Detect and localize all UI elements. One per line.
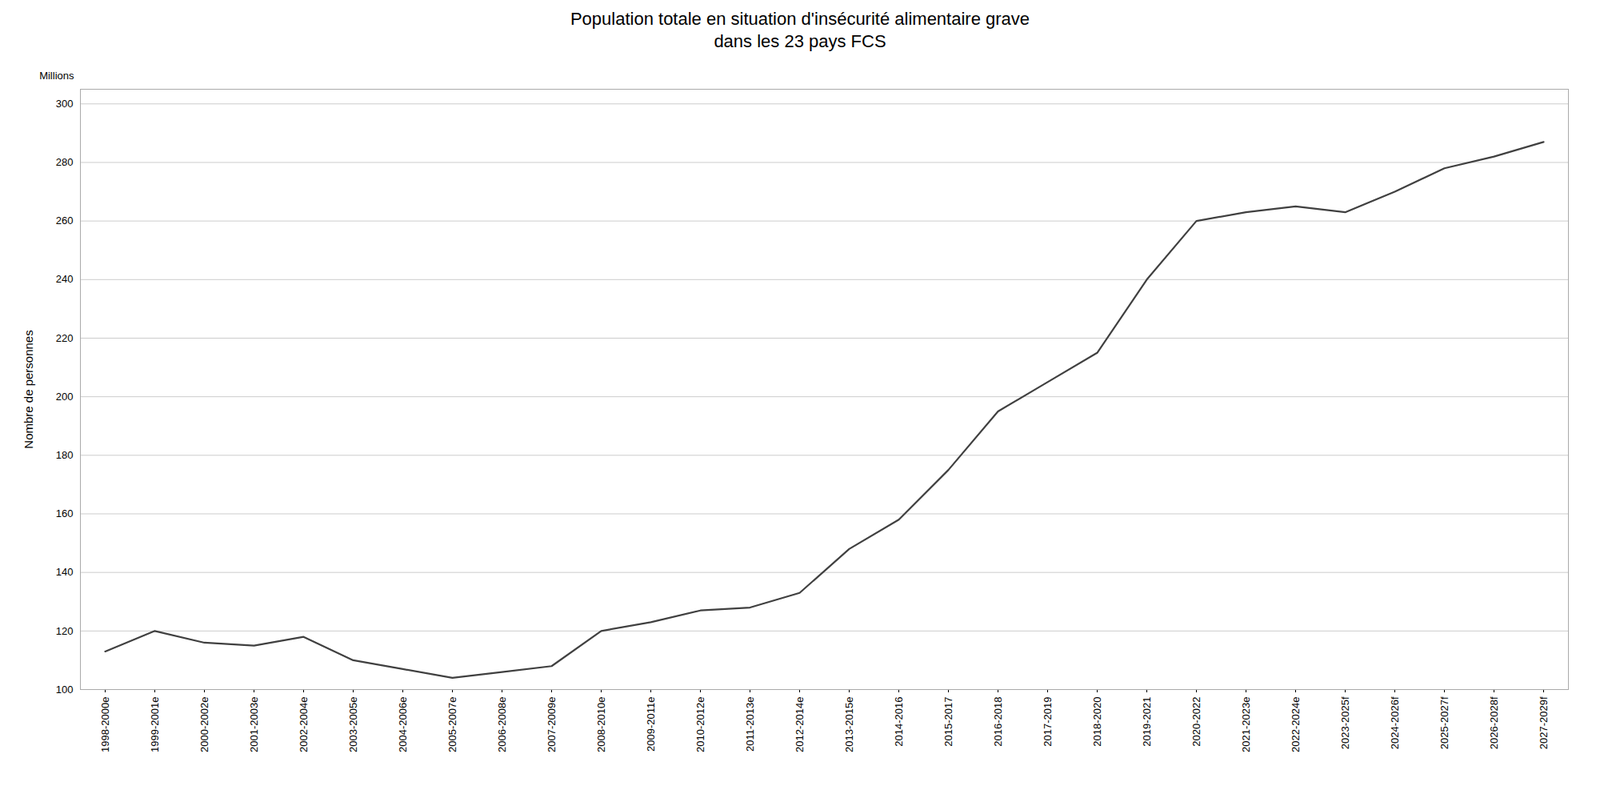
svg-text:2020-2022: 2020-2022: [1190, 696, 1203, 747]
svg-text:2026-2028f: 2026-2028f: [1488, 696, 1500, 749]
svg-text:Nombre de personnes: Nombre de personnes: [21, 329, 36, 448]
svg-text:2004-2006e: 2004-2006e: [396, 696, 409, 752]
svg-text:300: 300: [56, 97, 74, 110]
svg-text:2007-2009e: 2007-2009e: [545, 696, 558, 752]
svg-text:160: 160: [56, 507, 74, 520]
svg-text:2008-2010e: 2008-2010e: [595, 696, 608, 752]
svg-text:2002-2004e: 2002-2004e: [297, 696, 310, 752]
svg-text:2010-2012e: 2010-2012e: [694, 696, 707, 752]
svg-text:2005-2007e: 2005-2007e: [446, 696, 459, 752]
svg-text:Millions: Millions: [39, 69, 75, 82]
svg-text:2025-2027f: 2025-2027f: [1438, 696, 1451, 749]
svg-text:220: 220: [56, 332, 74, 344]
svg-text:2023-2025f: 2023-2025f: [1339, 696, 1352, 749]
svg-text:2014-2016: 2014-2016: [892, 696, 905, 747]
svg-text:2012-2014e: 2012-2014e: [793, 696, 806, 752]
svg-text:2019-2021: 2019-2021: [1140, 696, 1153, 747]
svg-text:2006-2008e: 2006-2008e: [496, 696, 508, 752]
svg-text:140: 140: [56, 565, 74, 578]
svg-text:2011-2013e: 2011-2013e: [744, 696, 756, 752]
svg-text:2021-2023e: 2021-2023e: [1240, 696, 1252, 752]
svg-text:2000-2002e: 2000-2002e: [198, 696, 211, 752]
svg-text:2013-2015e: 2013-2015e: [843, 696, 856, 752]
svg-text:1998-2000e: 1998-2000e: [99, 696, 112, 752]
svg-text:2001-2003e: 2001-2003e: [248, 696, 260, 752]
svg-text:2018-2020: 2018-2020: [1091, 696, 1104, 747]
svg-text:2022-2024e: 2022-2024e: [1289, 696, 1302, 752]
svg-text:2009-2011e: 2009-2011e: [644, 696, 657, 752]
svg-text:2015-2017: 2015-2017: [942, 696, 955, 747]
svg-text:2016-2018: 2016-2018: [992, 696, 1004, 747]
svg-text:240: 240: [56, 272, 74, 285]
svg-text:280: 280: [56, 156, 74, 168]
svg-text:180: 180: [56, 448, 74, 461]
svg-text:100: 100: [56, 683, 74, 696]
svg-text:2024-2026f: 2024-2026f: [1388, 696, 1401, 749]
svg-text:200: 200: [56, 390, 74, 403]
svg-text:2003-2005e: 2003-2005e: [347, 696, 360, 752]
svg-text:120: 120: [56, 624, 74, 636]
svg-text:2017-2019: 2017-2019: [1041, 696, 1054, 747]
svg-text:260: 260: [56, 214, 74, 227]
html-text:Population totale en situation: Population totale en situation d'insécur…: [570, 8, 1030, 51]
svg-text:2027-2029f: 2027-2029f: [1537, 696, 1550, 749]
svg-text:1999-2001e: 1999-2001e: [148, 696, 161, 752]
